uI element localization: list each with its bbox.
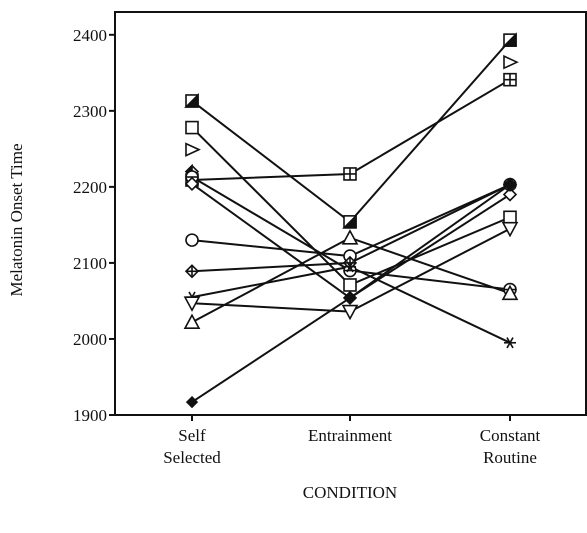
- y-tick-label: 2200: [73, 178, 107, 197]
- marker-part: [184, 176, 200, 191]
- marker-part: [343, 291, 357, 305]
- marker-part: [503, 178, 517, 191]
- x-tick-label: Constant Routine: [480, 426, 541, 467]
- marker-part: [503, 210, 517, 225]
- marker-part: [341, 304, 359, 321]
- x-tick-label: Entrainment: [308, 426, 392, 445]
- marker: [185, 395, 199, 409]
- marker-part: [346, 261, 354, 273]
- marker-part: [183, 313, 201, 330]
- y-tick-label: 2100: [73, 254, 107, 273]
- marker-part: [185, 395, 199, 409]
- marker-part: [502, 187, 518, 202]
- marker: [503, 72, 517, 87]
- marker-part: [185, 233, 199, 247]
- marker: [342, 213, 357, 229]
- marker-part: [341, 229, 359, 245]
- marker: [185, 120, 199, 135]
- marker: [183, 296, 201, 312]
- y-tick-label: 2000: [73, 330, 107, 349]
- marker-part: [183, 296, 201, 312]
- marker-part: [503, 54, 519, 70]
- y-tick-label: 2400: [73, 26, 107, 45]
- marker-part: [185, 120, 199, 135]
- marker: [184, 264, 200, 279]
- marker-part: [502, 32, 517, 47]
- marker: [185, 233, 199, 247]
- marker: [501, 284, 519, 301]
- marker: [183, 313, 201, 330]
- marker: [344, 261, 356, 273]
- marker: [502, 187, 518, 202]
- y-tick-label: 2300: [73, 102, 107, 121]
- marker: [343, 278, 357, 292]
- y-tick-label: 1900: [73, 406, 107, 425]
- marker: [503, 54, 519, 70]
- x-axis-label: CONDITION: [303, 483, 397, 502]
- marker-part: [501, 221, 519, 238]
- series-line: [191, 39, 511, 224]
- marker: [343, 291, 357, 305]
- marker: [185, 142, 201, 157]
- marker-part: [501, 284, 519, 301]
- y-axis-label: Melatonin Onset Time: [7, 143, 26, 296]
- marker: [503, 210, 517, 225]
- marker: [341, 304, 359, 321]
- series-line: [191, 265, 511, 344]
- marker-part: [506, 337, 514, 349]
- x-tick-label: Self Selected: [163, 426, 221, 467]
- marker: [184, 93, 199, 108]
- marker: [341, 229, 359, 245]
- marker-part: [185, 142, 201, 157]
- marker: [503, 178, 517, 191]
- marker: [343, 167, 357, 181]
- marker-part: [342, 213, 357, 229]
- marker: [501, 221, 519, 238]
- marker: [502, 32, 517, 47]
- marker-part: [343, 278, 357, 292]
- marker: [342, 255, 358, 271]
- marker-part: [184, 93, 199, 108]
- marker: [504, 337, 516, 349]
- marker: [184, 176, 200, 191]
